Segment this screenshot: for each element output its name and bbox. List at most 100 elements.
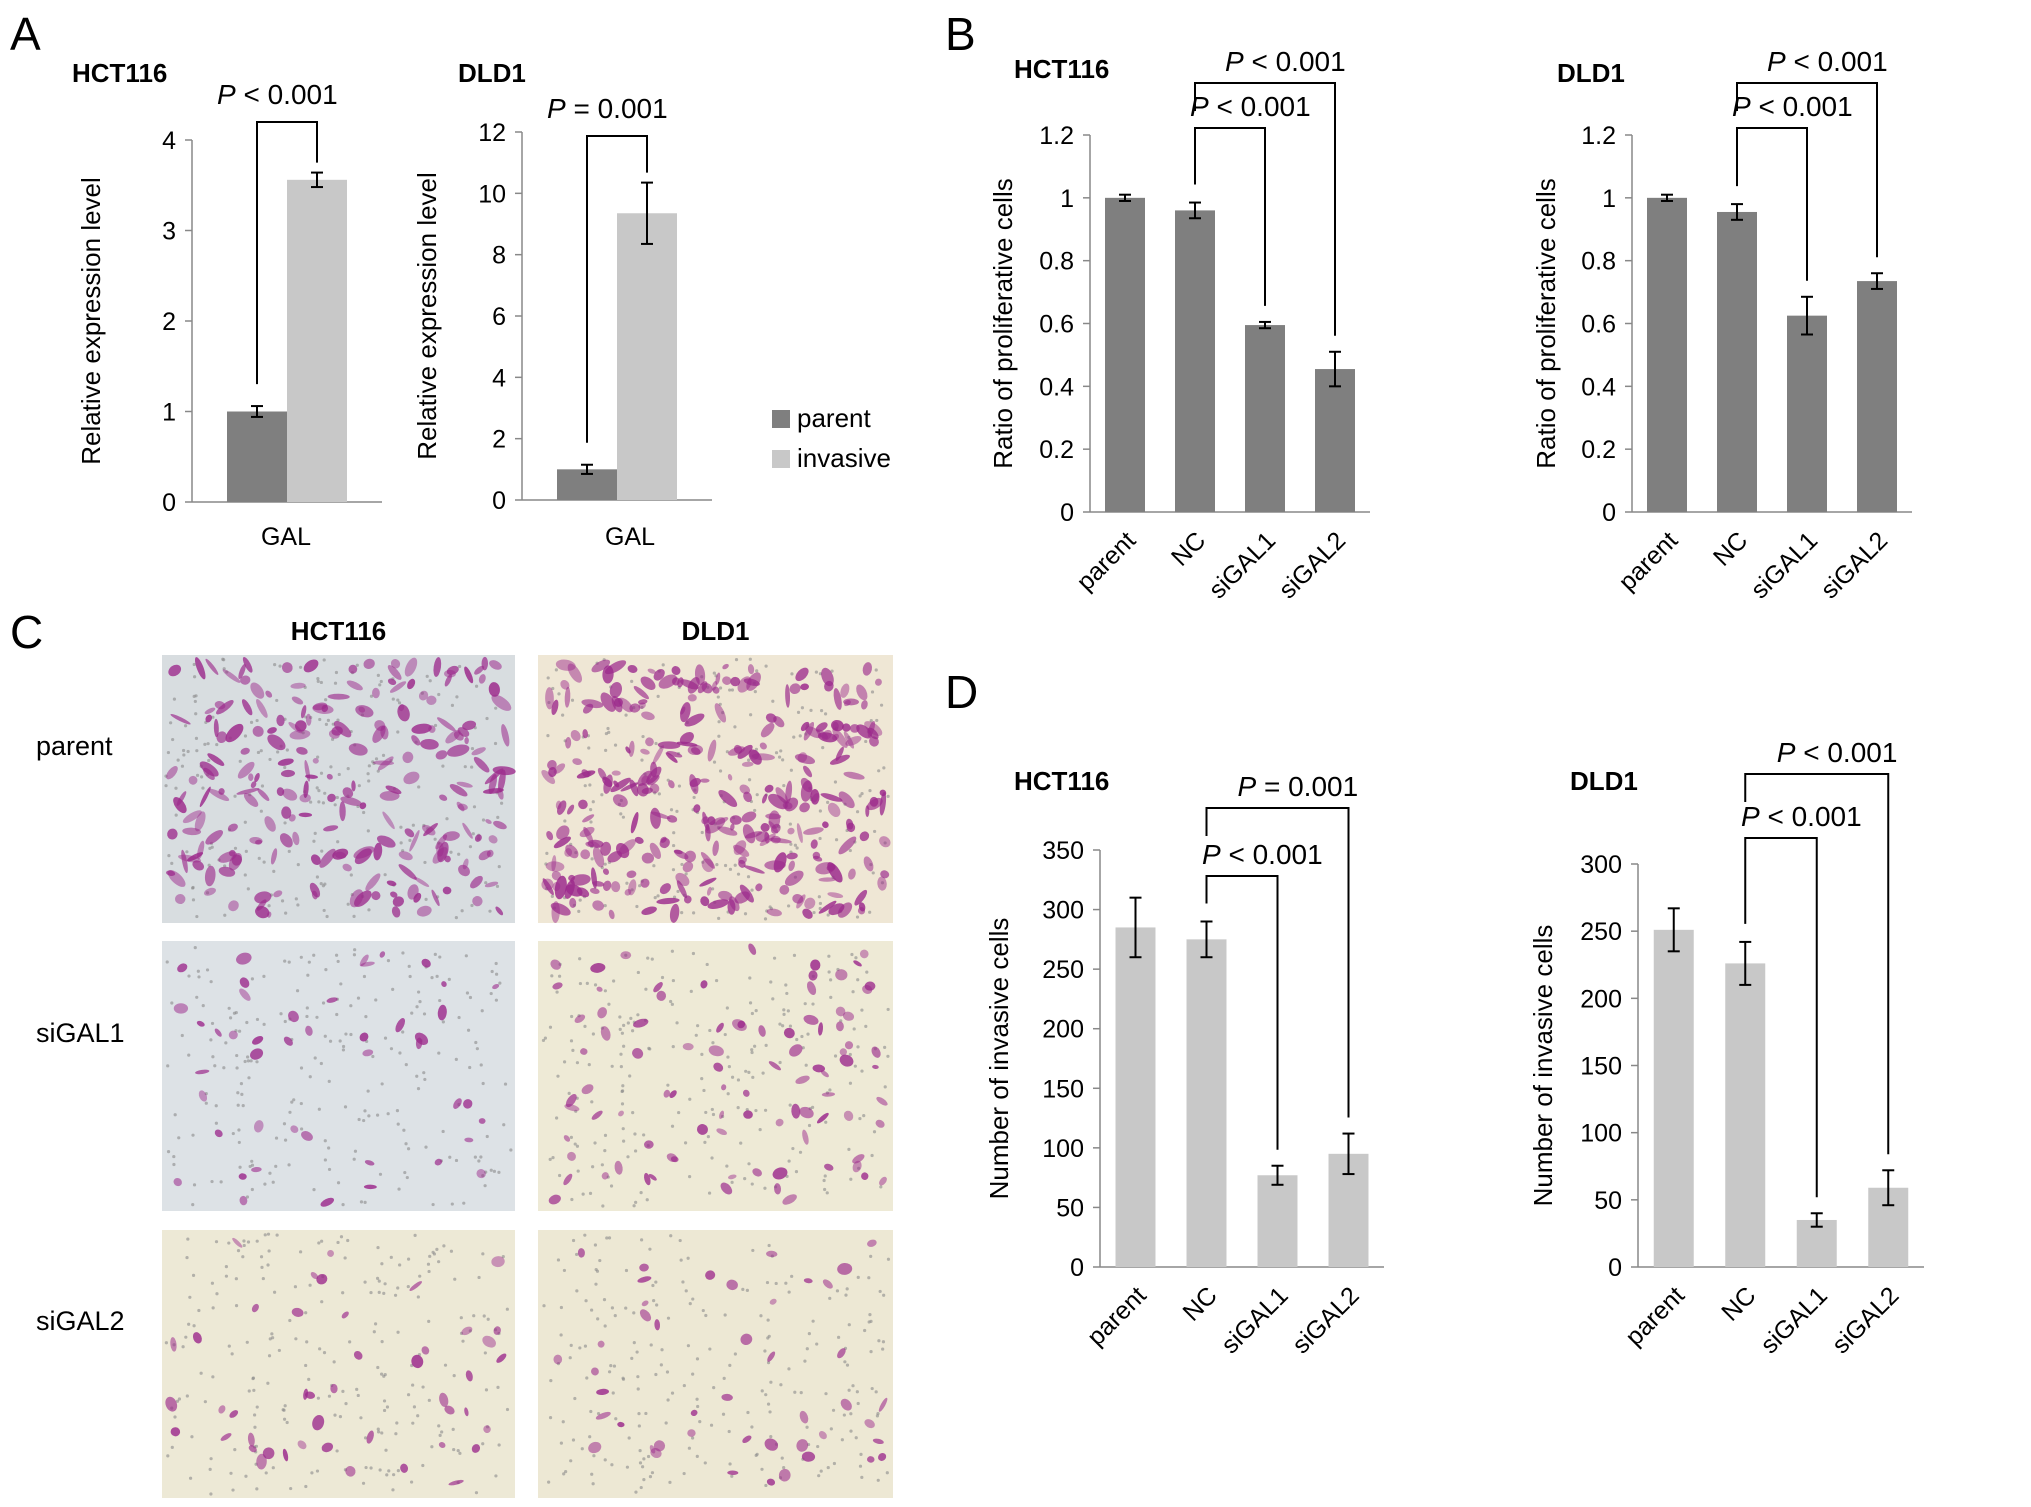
micrograph-column-header: DLD1 [682, 616, 750, 646]
significance-bracket [1194, 127, 1266, 306]
bar-parent-GAL [227, 411, 287, 502]
significance-bracket [1736, 127, 1808, 281]
bar-siGAL1 [1245, 325, 1285, 512]
y-axis-label: Relative expression level [76, 177, 106, 465]
micrograph-image [162, 941, 515, 1211]
x-tick-label: siGAL2 [1287, 1281, 1365, 1359]
bar-parent [1105, 197, 1145, 513]
y-tick-label: 200 [1580, 985, 1622, 1013]
y-tick-label: 4 [162, 127, 176, 155]
y-tick-label: 150 [1580, 1053, 1622, 1081]
x-tick-label: siGAL1 [1203, 526, 1281, 604]
y-tick-label: 350 [1042, 837, 1084, 865]
x-tick-label: parent [1071, 526, 1141, 596]
micrograph-image [538, 941, 893, 1211]
y-tick-label: 3 [162, 218, 176, 246]
y-tick-label: 0.8 [1039, 248, 1074, 276]
x-tick-label: parent [1613, 526, 1683, 596]
p-value-annotation: P < 0.001 [1190, 91, 1311, 122]
y-tick-label: 50 [1056, 1194, 1084, 1222]
y-tick-label: 0.6 [1039, 311, 1074, 339]
micrograph-grid: HCT116 DLD1 parent siGAL1 siGAL2 [36, 616, 893, 1498]
bar-NC [1175, 210, 1215, 512]
micrograph-row-label: siGAL1 [36, 1018, 125, 1048]
chart-b-dld1: DLD1 0 0.2 0.4 0.6 0.8 1 1.2 Ratio of proliferat… [1531, 46, 1912, 604]
micrograph-siGAL1-dld1 [538, 941, 893, 1211]
legend-label-parent: parent [797, 403, 871, 433]
x-tick-label: parent [1620, 1281, 1690, 1351]
y-tick-label: 200 [1042, 1016, 1084, 1044]
micrograph-parent-dld1 [538, 655, 893, 924]
x-tick-label: NC [1166, 526, 1211, 571]
p-value-annotation: P < 0.001 [1732, 91, 1853, 122]
y-tick-label: 0.6 [1581, 311, 1616, 339]
x-tick-label: NC [1177, 1281, 1222, 1326]
y-tick-label: 1.2 [1581, 122, 1616, 150]
y-tick-label: 0.2 [1039, 436, 1074, 464]
significance-bracket [1205, 875, 1279, 1150]
micrograph-siGAL1-hct116 [162, 941, 515, 1211]
y-tick-label: 300 [1042, 897, 1084, 925]
y-tick-label: 12 [478, 119, 506, 147]
x-tick-label: siGAL2 [1815, 526, 1893, 604]
y-tick-label: 4 [492, 364, 506, 392]
p-value-annotation: P < 0.001 [1225, 46, 1346, 77]
micrograph-siGAL2-dld1 [538, 1230, 893, 1498]
micrograph-siGAL2-hct116 [162, 1230, 515, 1498]
x-tick-label: GAL [261, 523, 311, 551]
legend: parent invasive [772, 403, 891, 473]
x-tick-label: siGAL1 [1216, 1281, 1294, 1359]
y-tick-label: 0 [492, 487, 506, 515]
bar-parent [1115, 927, 1156, 1267]
micrograph-row-label: parent [36, 731, 113, 761]
y-tick-label: 1 [1602, 185, 1616, 213]
x-tick-label: NC [1708, 526, 1753, 571]
micrograph-parent-hct116 [162, 655, 516, 923]
p-value-annotation: P < 0.001 [1767, 46, 1888, 77]
y-tick-label: 300 [1580, 851, 1622, 879]
y-tick-label: 2 [162, 308, 176, 336]
y-tick-label: 250 [1042, 956, 1084, 984]
chart-title: HCT116 [1014, 766, 1109, 796]
p-value-annotation: P < 0.001 [217, 79, 338, 110]
x-tick-label: siGAL1 [1745, 526, 1823, 604]
y-tick-label: 0 [1060, 499, 1074, 527]
y-tick-label: 2 [492, 426, 506, 454]
x-tick-label: GAL [605, 523, 655, 551]
p-value-annotation: P = 0.001 [547, 93, 668, 124]
significance-bracket [1744, 773, 1890, 1155]
micrograph-row-label: siGAL2 [36, 1306, 125, 1336]
bar-parent [1653, 929, 1694, 1267]
y-tick-label: 250 [1580, 918, 1622, 946]
y-tick-label: 0 [1070, 1254, 1084, 1282]
y-axis-label: Number of invasive cells [984, 918, 1014, 1200]
bar-siGAL2 [1315, 369, 1355, 512]
legend-swatch-parent [772, 410, 790, 428]
panel-label-c: C [10, 606, 43, 658]
bar-siGAL2 [1857, 281, 1897, 512]
y-axis-label: Relative expression level [412, 172, 442, 460]
x-tick-label: siGAL1 [1755, 1281, 1833, 1359]
bar-siGAL1 [1796, 1219, 1837, 1267]
y-tick-label: 0.8 [1581, 248, 1616, 276]
y-tick-label: 1.2 [1039, 122, 1074, 150]
chart-a-hct116: HCT116 0 1 2 3 4 Relative expression level GAL P… [72, 58, 382, 551]
y-axis-label: Number of invasive cells [1528, 925, 1558, 1207]
p-value-annotation: P = 0.001 [1238, 771, 1359, 802]
y-tick-label: 50 [1594, 1187, 1622, 1215]
y-tick-label: 0 [1608, 1254, 1622, 1282]
y-axis-label: Ratio of proliferative cells [1531, 178, 1561, 468]
x-tick-label: parent [1082, 1281, 1152, 1351]
panel-label-a: A [10, 8, 41, 60]
y-tick-label: 0 [1602, 499, 1616, 527]
panel-label-b: B [945, 8, 976, 60]
bar-siGAL1 [1787, 315, 1827, 512]
chart-title: HCT116 [72, 58, 167, 88]
bar-invasive-GAL [617, 213, 677, 500]
y-axis-label: Ratio of proliferative cells [988, 178, 1018, 468]
significance-bracket [1736, 82, 1878, 258]
y-tick-label: 6 [492, 303, 506, 331]
y-tick-label: 0 [162, 489, 176, 517]
significance-bracket [1205, 807, 1350, 1118]
